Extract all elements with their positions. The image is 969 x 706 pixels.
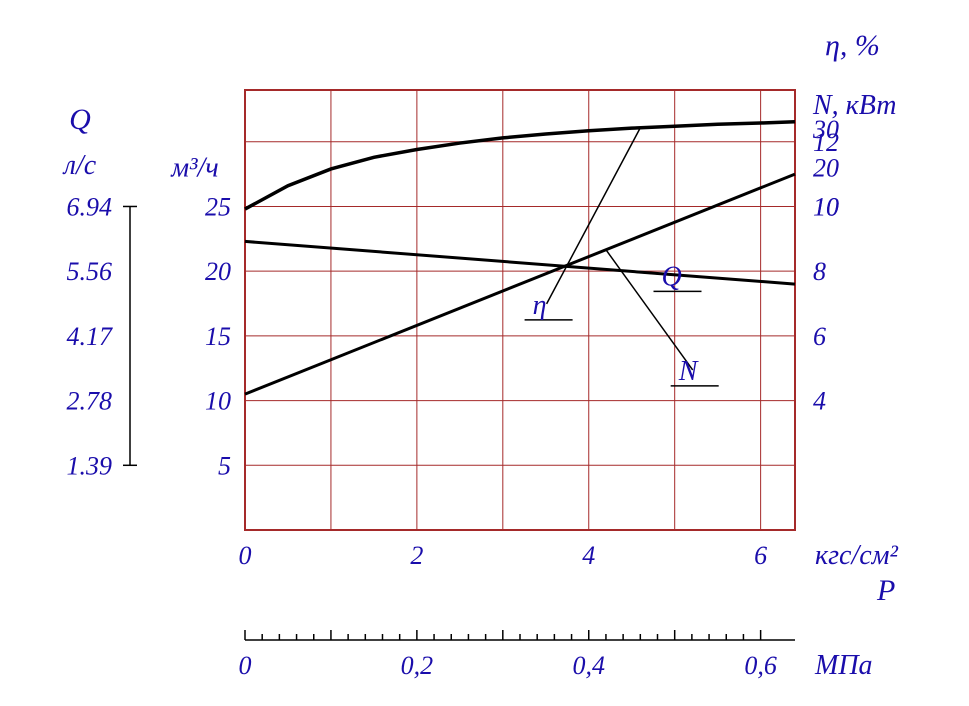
y-left-tick: 25: [205, 192, 231, 221]
eta-curve: [245, 122, 795, 209]
mpa-tick-label: 0: [239, 651, 252, 680]
x-unit-1: кгс/см²: [815, 540, 899, 571]
eta-label: η: [533, 290, 547, 321]
mpa-tick-label: 0,2: [401, 651, 434, 680]
x-tick: 4: [582, 541, 595, 570]
ls-tick: 4.17: [67, 322, 114, 351]
ls-tick: 1.39: [67, 451, 113, 480]
ls-tick: 6.94: [67, 192, 113, 221]
mpa-tick-label: 0,4: [573, 651, 606, 680]
y-right-eta-tick: 10: [813, 192, 839, 221]
mpa-unit: МПа: [814, 650, 873, 681]
q-leader: [554, 265, 675, 275]
y-left-tick: 15: [205, 322, 231, 351]
ls-tick: 2.78: [67, 387, 113, 416]
y-right-eta-tick: 20: [813, 154, 839, 183]
eta-axis-title: η, %: [825, 29, 880, 62]
p-label: P: [876, 574, 895, 607]
y-right-n-tick: 4: [813, 387, 826, 416]
q-label: Q: [662, 261, 682, 292]
y-left-tick: 5: [218, 451, 231, 480]
plot-frame: [245, 90, 795, 530]
n-curve: [245, 174, 795, 394]
q-title: Q: [69, 103, 91, 136]
y-left-tick: 20: [205, 257, 231, 286]
x-tick: 2: [410, 541, 423, 570]
y-right-n-tick: 8: [813, 257, 826, 286]
x-tick: 6: [754, 541, 767, 570]
mpa-tick-label: 0,6: [744, 651, 777, 680]
grid: [245, 90, 795, 530]
ls-tick: 5.56: [67, 257, 113, 286]
y-right-eta-tick: 30: [812, 115, 839, 144]
q-curve: [245, 241, 795, 284]
y-right-n-tick: 6: [813, 322, 826, 351]
pump-characteristic-chart: ηQN510152025м³/ч4681012N, кВт102030η, %0…: [0, 0, 969, 706]
x-tick: 0: [239, 541, 252, 570]
ls-unit: л/с: [62, 150, 97, 181]
y-left-tick: 10: [205, 387, 231, 416]
y-left-unit: м³/ч: [170, 153, 218, 184]
n-label: N: [678, 356, 699, 387]
